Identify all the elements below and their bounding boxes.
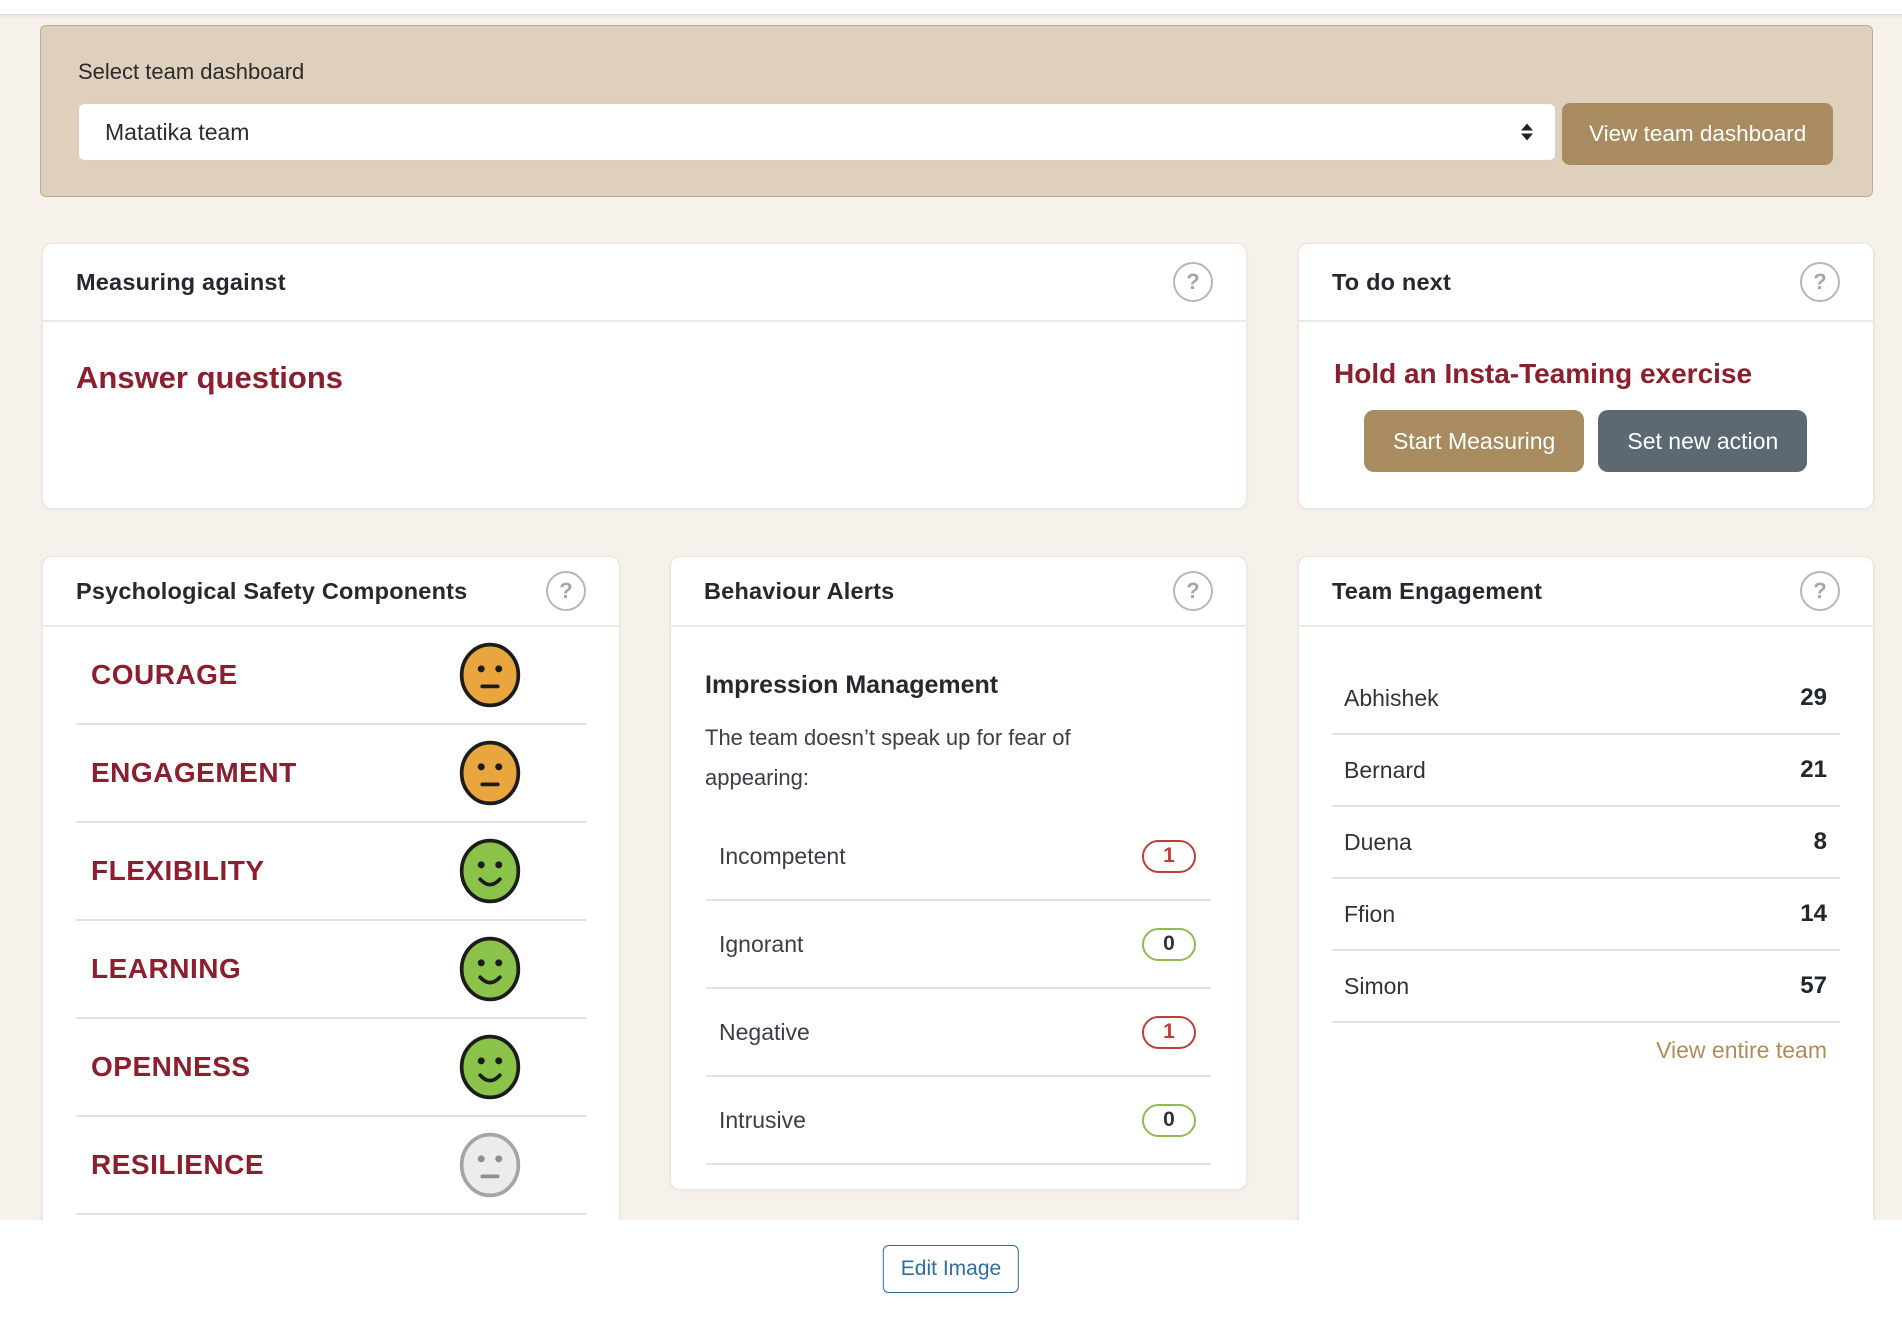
help-icon[interactable]	[1800, 571, 1840, 611]
alert-row: Negative 1	[706, 989, 1211, 1078]
member-name: Ffion	[1344, 900, 1396, 927]
answer-questions-link[interactable]: Answer questions	[76, 360, 343, 395]
alert-row: Intrusive 0	[706, 1077, 1211, 1166]
member-score: 14	[1800, 900, 1827, 927]
component-row: RESILIENCE	[76, 1117, 586, 1215]
component-row: OPENNESS	[76, 1019, 586, 1117]
team-engagement-list: Abhishek 29 Bernard 21 Duena 8 Ffion 14 …	[1299, 627, 1873, 1064]
component-link[interactable]: ENGAGEMENT	[91, 757, 297, 788]
component-link[interactable]: LEARNING	[91, 953, 242, 984]
mood-face-icon	[458, 1131, 522, 1199]
mood-face-icon	[458, 1033, 522, 1101]
psychological-safety-card: Psychological Safety Components COURAGE …	[42, 556, 620, 1232]
edit-image-button[interactable]: Edit Image	[882, 1245, 1020, 1293]
member-name: Simon	[1344, 972, 1410, 999]
to-do-next-card: To do next Hold an Insta-Teaming exercis…	[1298, 243, 1874, 509]
member-row: Bernard 21	[1332, 735, 1840, 807]
alert-count-badge: 1	[1142, 1015, 1196, 1049]
to-do-next-title: To do next	[1332, 268, 1452, 295]
member-name: Bernard	[1344, 756, 1426, 783]
mood-face-icon	[458, 641, 522, 709]
member-name: Abhishek	[1344, 684, 1439, 711]
component-row: LEARNING	[76, 921, 586, 1019]
alert-count-badge: 0	[1142, 927, 1196, 961]
member-name: Duena	[1344, 828, 1412, 855]
behaviour-alerts-header: Behaviour Alerts	[671, 557, 1246, 627]
impression-management-heading: Impression Management	[705, 671, 999, 699]
component-link[interactable]: COURAGE	[91, 659, 238, 690]
view-entire-team-row: View entire team	[1332, 1037, 1840, 1064]
behaviour-alerts-card: Behaviour Alerts Impression Management T…	[670, 556, 1247, 1190]
member-score: 21	[1800, 756, 1827, 783]
view-entire-team-link[interactable]: View entire team	[1656, 1037, 1827, 1063]
start-measuring-button[interactable]: Start Measuring	[1364, 410, 1585, 472]
alert-row: Incompetent 1	[706, 813, 1211, 902]
component-row: ENGAGEMENT	[76, 725, 586, 823]
team-engagement-header: Team Engagement	[1299, 557, 1873, 627]
set-new-action-button[interactable]: Set new action	[1598, 410, 1808, 472]
impression-management-description: The team doesn’t speak up for fear of ap…	[705, 725, 1071, 790]
to-do-next-header: To do next	[1299, 244, 1873, 322]
member-score: 29	[1800, 684, 1827, 711]
psychological-safety-title: Psychological Safety Components	[76, 577, 468, 604]
alert-label: Intrusive	[719, 1106, 806, 1133]
team-selector-panel: Select team dashboard Matatika team View…	[40, 25, 1873, 197]
alert-label: Incompetent	[719, 842, 846, 869]
team-select[interactable]: Matatika team	[78, 103, 1556, 161]
select-updown-icon	[1521, 123, 1533, 141]
to-do-next-buttons: Start Measuring Set new action	[1364, 410, 1873, 472]
mood-face-icon	[458, 935, 522, 1003]
member-row: Ffion 14	[1332, 879, 1840, 951]
component-link[interactable]: RESILIENCE	[91, 1149, 265, 1180]
alert-row: Ignorant 0	[706, 901, 1211, 990]
top-bar	[0, 0, 1902, 15]
measuring-against-header: Measuring against	[43, 244, 1246, 322]
team-selector-row: Matatika team View team dashboard	[78, 103, 1834, 165]
view-team-dashboard-button[interactable]: View team dashboard	[1562, 103, 1834, 165]
team-engagement-card: Team Engagement Abhishek 29 Bernard 21 D…	[1298, 556, 1874, 1232]
alert-count-badge: 1	[1142, 839, 1196, 873]
page-footer: Edit Image	[0, 1220, 1902, 1340]
behaviour-alerts-list: Incompetent 1 Ignorant 0 Negative 1 Intr…	[671, 813, 1246, 1166]
member-row: Simon 57	[1332, 951, 1840, 1023]
help-icon[interactable]	[546, 571, 586, 611]
member-score: 57	[1800, 972, 1827, 999]
team-engagement-title: Team Engagement	[1332, 577, 1543, 604]
alert-label: Ignorant	[719, 930, 804, 957]
measuring-against-title: Measuring against	[76, 268, 286, 295]
behaviour-alerts-title: Behaviour Alerts	[704, 577, 895, 604]
component-link[interactable]: FLEXIBILITY	[91, 855, 265, 886]
help-icon[interactable]	[1800, 262, 1840, 302]
alert-count-badge: 0	[1142, 1103, 1196, 1137]
component-link[interactable]: OPENNESS	[91, 1051, 251, 1082]
team-select-value: Matatika team	[105, 118, 250, 145]
help-icon[interactable]	[1173, 571, 1213, 611]
member-row: Duena 8	[1332, 807, 1840, 879]
help-icon[interactable]	[1173, 262, 1213, 302]
psychological-safety-header: Psychological Safety Components	[43, 557, 619, 627]
member-row: Abhishek 29	[1332, 663, 1840, 735]
recommendation-heading: Hold an Insta-Teaming exercise	[1334, 358, 1753, 389]
alert-label: Negative	[719, 1018, 810, 1045]
component-row: FLEXIBILITY	[76, 823, 586, 921]
measuring-against-card: Measuring against Answer questions	[42, 243, 1247, 509]
team-selector-label: Select team dashboard	[78, 59, 305, 84]
mood-face-icon	[458, 837, 522, 905]
mood-face-icon	[458, 739, 522, 807]
member-score: 8	[1813, 828, 1827, 855]
component-row: COURAGE	[76, 627, 586, 725]
